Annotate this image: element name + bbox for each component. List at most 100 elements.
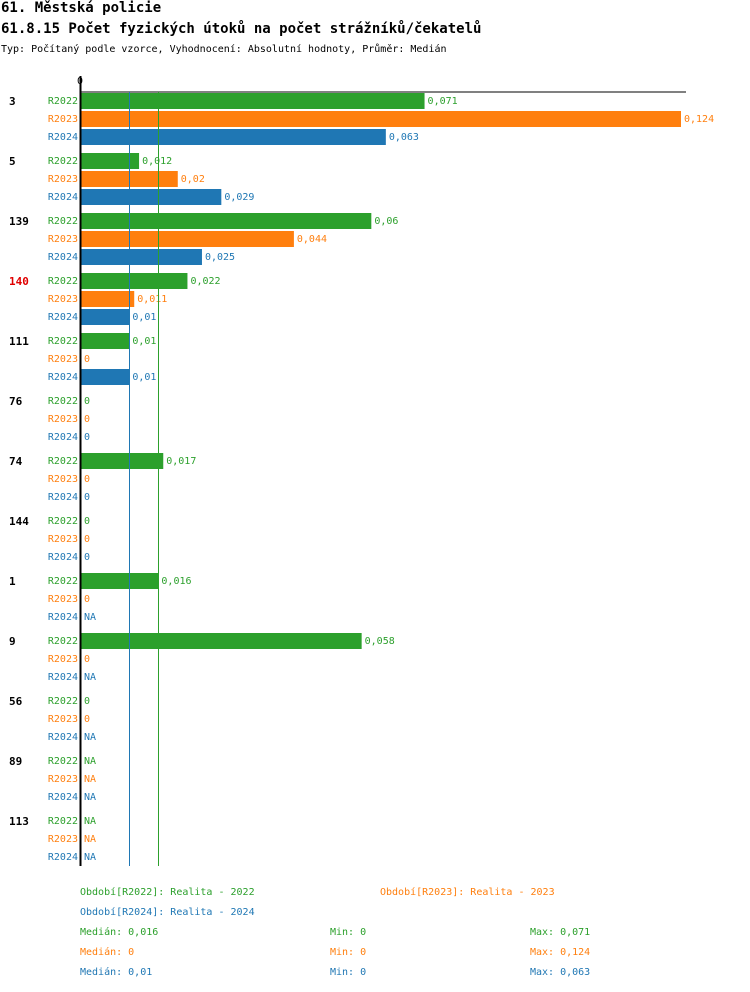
legend-max-r2023: Max: 0,124 [530, 947, 591, 958]
series-label: R2024 [48, 552, 78, 563]
series-label: R2023 [48, 174, 78, 185]
bar [81, 213, 372, 229]
chart-description: Typ: Počítaný podle vzorce, Vyhodnocení:… [1, 44, 447, 55]
series-label: R2024 [48, 432, 78, 443]
bar-value-label: 0 [84, 432, 90, 443]
category-label: 9 [9, 635, 16, 648]
legend-period-r2024: Období[R2024]: Realita - 2024 [80, 907, 255, 918]
bar-value-label: 0,011 [137, 294, 167, 305]
legend-min-r2024: Min: 0 [330, 967, 367, 978]
series-label: R2023 [48, 294, 78, 305]
bar-value-label: NA [84, 732, 96, 743]
category-label: 144 [9, 515, 29, 528]
legend-median-r2022: Medián: 0,016 [80, 927, 159, 938]
bar [81, 153, 140, 169]
series-label: R2022 [48, 216, 78, 227]
category-label: 113 [9, 815, 29, 828]
page-title: 61. Městská policie [1, 0, 162, 16]
legend-median-r2024: Medián: 0,01 [80, 967, 153, 978]
bar-value-label: NA [84, 852, 96, 863]
legend-period-r2022: Období[R2022]: Realita - 2022 [80, 887, 255, 898]
series-label: R2024 [48, 792, 78, 803]
legend-median-r2023: Medián: 0 [80, 947, 135, 958]
bar-value-label: 0,071 [428, 96, 458, 107]
series-label: R2023 [48, 534, 78, 545]
series-label: R2023 [48, 354, 78, 365]
bar-value-label: 0,063 [389, 132, 419, 143]
bar-value-label: 0,016 [161, 576, 191, 587]
bar [81, 189, 222, 205]
series-label: R2023 [48, 114, 78, 125]
series-label: R2022 [48, 756, 78, 767]
bar-value-label: 0 [84, 396, 90, 407]
bar-value-label: 0,01 [132, 372, 156, 383]
series-label: R2024 [48, 732, 78, 743]
bar-value-label: NA [84, 774, 96, 785]
series-label: R2024 [48, 612, 78, 623]
legend-min-r2022: Min: 0 [330, 927, 367, 938]
bar-value-label: 0,01 [132, 312, 156, 323]
bar-value-label: 0,01 [132, 336, 156, 347]
series-label: R2024 [48, 312, 78, 323]
series-label: R2023 [48, 654, 78, 665]
bar [81, 291, 135, 307]
bar-value-label: 0,022 [190, 276, 220, 287]
bar-value-label: 0,06 [374, 216, 398, 227]
bar [81, 129, 386, 145]
bar-value-label: 0 [84, 354, 90, 365]
bar [81, 309, 130, 325]
category-label: 3 [9, 95, 16, 108]
bar-value-label: 0,025 [205, 252, 235, 263]
bar-value-label: NA [84, 672, 96, 683]
legend-max-r2024: Max: 0,063 [530, 967, 591, 978]
bar [81, 111, 681, 127]
bar-value-label: 0 [84, 492, 90, 503]
series-label: R2023 [48, 834, 78, 845]
bar-value-label: NA [84, 834, 96, 845]
series-label: R2024 [48, 672, 78, 683]
series-label: R2022 [48, 816, 78, 827]
category-label: 89 [9, 755, 22, 768]
series-label: R2023 [48, 714, 78, 725]
series-label: R2023 [48, 774, 78, 785]
series-label: R2022 [48, 636, 78, 647]
bar-value-label: 0,017 [166, 456, 196, 467]
category-label: 140 [9, 275, 29, 288]
series-label: R2024 [48, 252, 78, 263]
series-label: R2022 [48, 156, 78, 167]
series-label: R2022 [48, 276, 78, 287]
bar [81, 333, 130, 349]
bar-value-label: 0,029 [224, 192, 254, 203]
series-label: R2022 [48, 696, 78, 707]
bar-value-label: 0 [84, 714, 90, 725]
category-label: 1 [9, 575, 16, 588]
bar-value-label: NA [84, 756, 96, 767]
series-label: R2023 [48, 474, 78, 485]
bar [81, 369, 130, 385]
series-label: R2024 [48, 492, 78, 503]
category-label: 76 [9, 395, 23, 408]
series-label: R2024 [48, 192, 78, 203]
bar-value-label: 0,058 [365, 636, 395, 647]
bar-value-label: NA [84, 816, 96, 827]
series-label: R2022 [48, 396, 78, 407]
bar [81, 249, 202, 265]
chart-title: 61.8.15 Počet fyzických útoků na počet s… [1, 21, 482, 37]
bar [81, 453, 164, 469]
series-label: R2022 [48, 456, 78, 467]
category-label: 111 [9, 335, 29, 348]
bar-value-label: NA [84, 792, 96, 803]
bar-value-label: 0 [84, 696, 90, 707]
bar [81, 633, 362, 649]
bar-value-label: 0 [84, 534, 90, 545]
bar-value-label: 0 [84, 594, 90, 605]
category-label: 56 [9, 695, 23, 708]
bar-value-label: 0,012 [142, 156, 172, 167]
bar-value-label: 0 [84, 414, 90, 425]
series-label: R2024 [48, 372, 78, 383]
bar [81, 273, 188, 289]
bar-value-label: NA [84, 612, 96, 623]
bar [81, 93, 425, 109]
legend-min-r2023: Min: 0 [330, 947, 367, 958]
